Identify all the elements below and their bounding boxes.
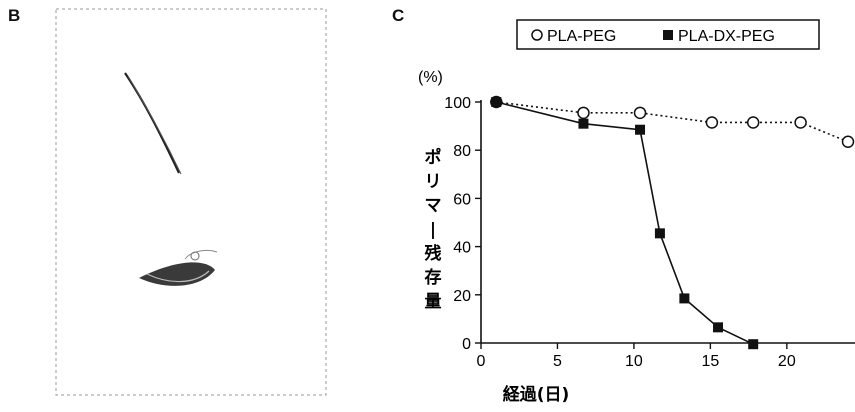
x-tick-label: 20: [778, 353, 796, 370]
chart-series: [490, 95, 855, 350]
data-point-pla-peg: [577, 106, 590, 120]
legend-marker-pla-peg: [531, 29, 543, 41]
data-point-pla-peg: [746, 116, 760, 129]
x-tick-label: 15: [701, 353, 719, 370]
y-tick-label: 80: [453, 143, 471, 160]
legend-label-pla-peg: PLA-PEG: [547, 28, 616, 45]
data-point-pla-peg: [794, 116, 807, 129]
y-axis-label-char: 量: [425, 291, 442, 312]
data-point-pla-dx-peg: [654, 228, 665, 239]
y-tick-label: 0: [462, 336, 471, 353]
y-axis-label-char: 存: [425, 267, 442, 288]
x-tick-label: 10: [625, 353, 643, 370]
data-point-pla-dx-peg: [635, 124, 646, 135]
x-tick-label: 0: [477, 353, 486, 370]
data-point-pla-peg: [705, 116, 719, 129]
data-point-pla-dx-peg: [748, 339, 759, 350]
y-axis-label-char: 残: [425, 243, 442, 264]
data-point-pla-peg: [633, 106, 647, 120]
y-tick-label: 20: [453, 288, 471, 305]
y-tick-label: 40: [453, 240, 471, 257]
polymer-photograph: [55, 8, 327, 396]
x-axis-label: 経過(日): [503, 384, 570, 405]
data-point-pla-peg: [841, 135, 855, 149]
legend-label-pla-dx-peg: PLA-DX-PEG: [678, 28, 775, 45]
chart-axes: 0 20 40 60 80 100 0 5 10 15 20: [444, 95, 855, 370]
y-tick-label: 100: [444, 95, 471, 112]
data-point-pla-dx-peg: [491, 97, 502, 107]
data-point-pla-dx-peg: [679, 293, 690, 304]
data-point-pla-dx-peg: [713, 322, 724, 333]
legend-marker-pla-dx-peg: [663, 30, 673, 40]
x-tick-label: 5: [553, 353, 562, 370]
y-axis-label: ポリマ | 残存量: [425, 147, 442, 312]
y-axis-unit: (%): [418, 69, 443, 86]
y-axis-label-char: リ: [425, 172, 442, 192]
y-axis-label-char: |: [430, 220, 436, 240]
y-tick-label: 60: [453, 191, 471, 208]
y-axis-label-char: マ: [425, 196, 442, 216]
panel-label-c: C: [392, 6, 405, 25]
y-axis-label-char: ポ: [425, 147, 442, 168]
series-line-pla-dx-peg: [496, 101, 754, 345]
data-point-pla-dx-peg: [578, 118, 589, 129]
chart-legend: PLA-PEG PLA-DX-PEG: [516, 19, 820, 50]
panel-label-b: B: [8, 6, 21, 25]
